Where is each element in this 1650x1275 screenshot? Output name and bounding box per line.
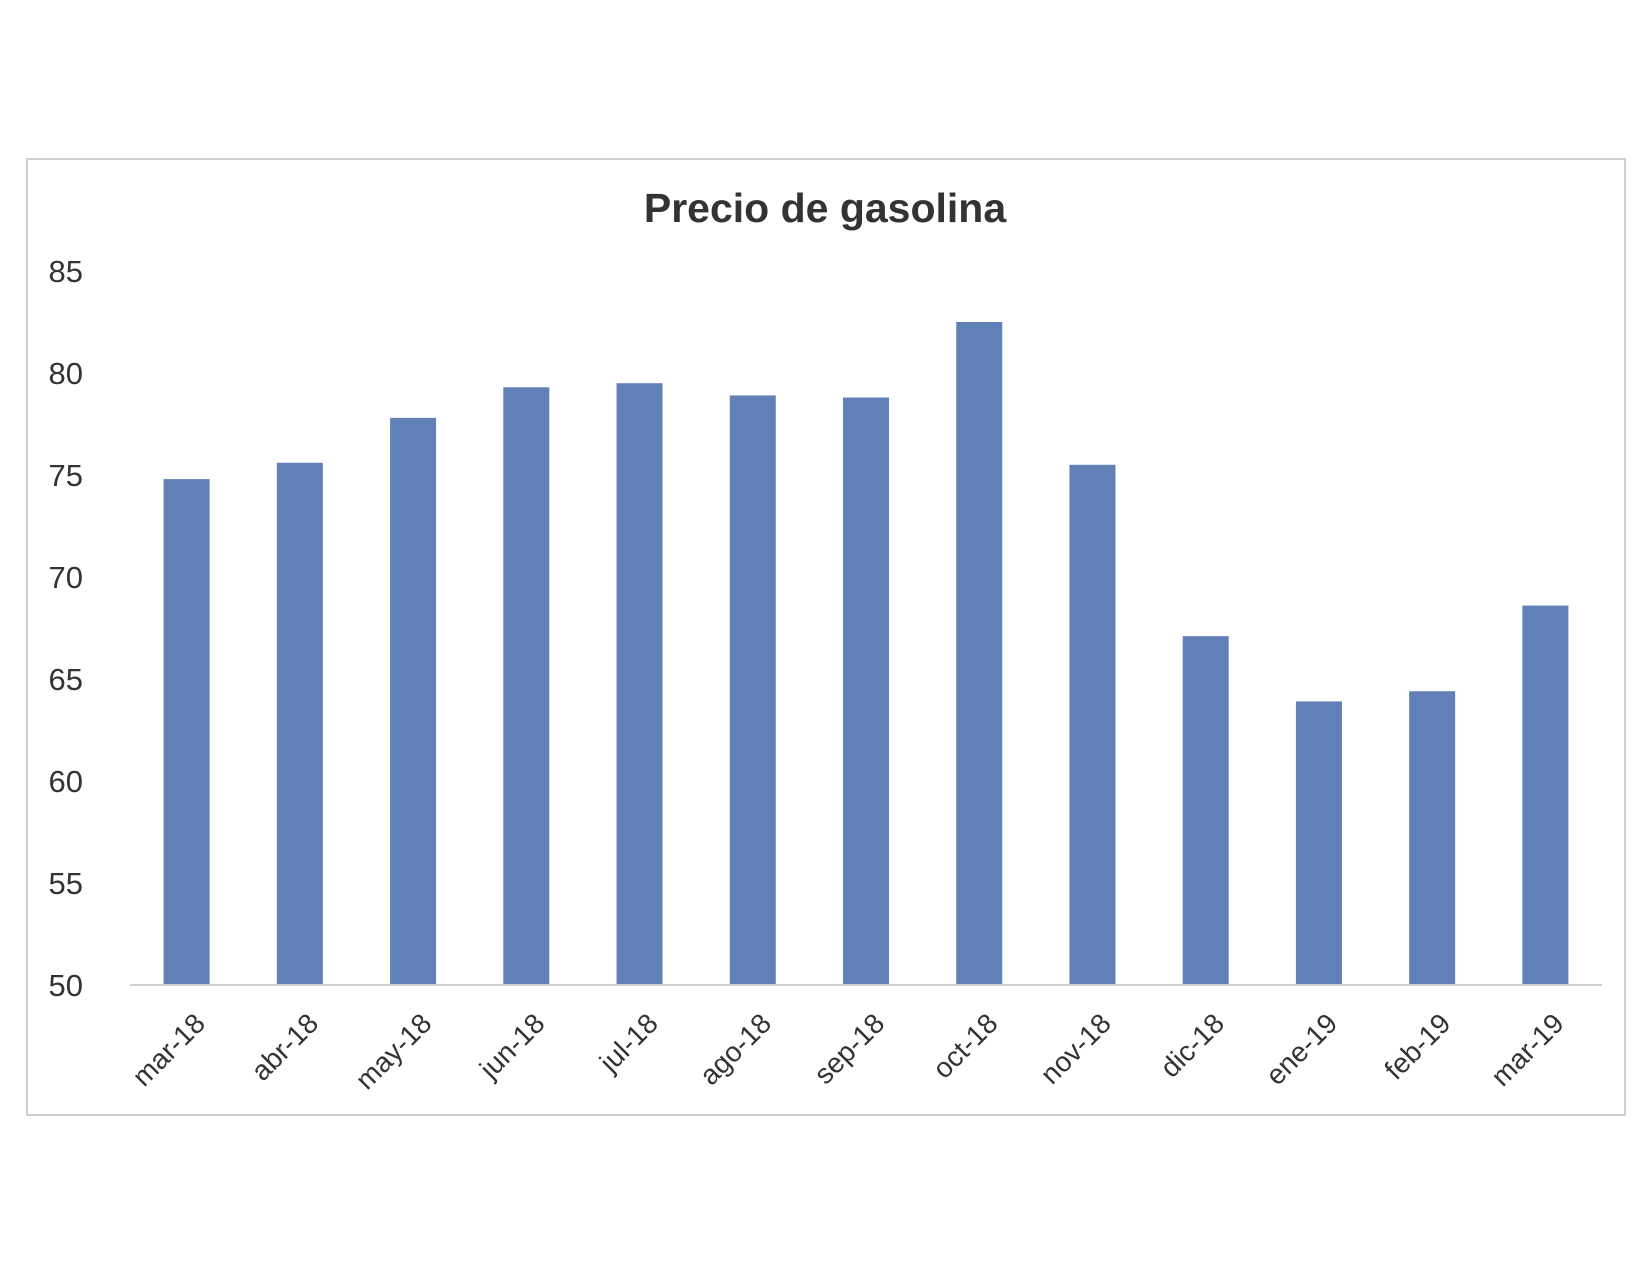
bar-ene-19 — [1295, 701, 1342, 985]
x-tick-label: mar-18 — [126, 1007, 211, 1092]
x-tick-label: dic-18 — [1154, 1007, 1230, 1083]
x-tick-label: abr-18 — [245, 1007, 324, 1086]
bar-ago-18 — [729, 395, 776, 985]
y-axis-ticks: 50 55 60 65 70 75 80 85 — [49, 254, 83, 1003]
bar-dic-18 — [1182, 636, 1229, 985]
bar-sep-18 — [843, 397, 889, 986]
bar-may-18 — [390, 417, 437, 985]
bar-nov-18 — [1069, 464, 1116, 985]
bars-group — [163, 322, 1569, 986]
bar-jul-18 — [616, 383, 663, 985]
y-tick-label: 50 — [49, 968, 83, 1003]
bar-oct-18 — [956, 322, 1003, 985]
bar-mar-19 — [1522, 605, 1569, 985]
bar-abr-18 — [276, 462, 323, 985]
x-tick-label: nov-18 — [1034, 1007, 1116, 1089]
x-tick-label: oct-18 — [927, 1007, 1004, 1084]
x-tick-label: may-18 — [350, 1007, 438, 1095]
y-tick-label: 70 — [49, 560, 83, 595]
bar-feb-19 — [1409, 691, 1456, 985]
y-tick-label: 55 — [49, 866, 83, 901]
y-tick-label: 60 — [49, 764, 83, 799]
y-tick-label: 75 — [49, 458, 83, 493]
x-axis-ticks: mar-18 abr-18 may-18 jun-18 jul-18 ago-18 sep-… — [126, 1007, 1569, 1095]
x-tick-label: sep-18 — [808, 1007, 890, 1089]
chart-title: Precio de gasolina — [644, 185, 1007, 231]
x-tick-label: jun-18 — [473, 1007, 551, 1085]
x-tick-label: feb-19 — [1378, 1007, 1456, 1085]
bar-jun-18 — [503, 387, 550, 985]
y-tick-label: 85 — [49, 254, 83, 289]
x-tick-label: mar-19 — [1485, 1007, 1570, 1092]
y-tick-label: 65 — [49, 662, 83, 697]
bar-mar-18 — [163, 479, 210, 985]
y-tick-label: 80 — [49, 356, 83, 391]
x-tick-label: ene-19 — [1260, 1007, 1344, 1091]
x-tick-label: ago-18 — [694, 1007, 778, 1091]
x-tick-label: jul-18 — [593, 1007, 664, 1078]
